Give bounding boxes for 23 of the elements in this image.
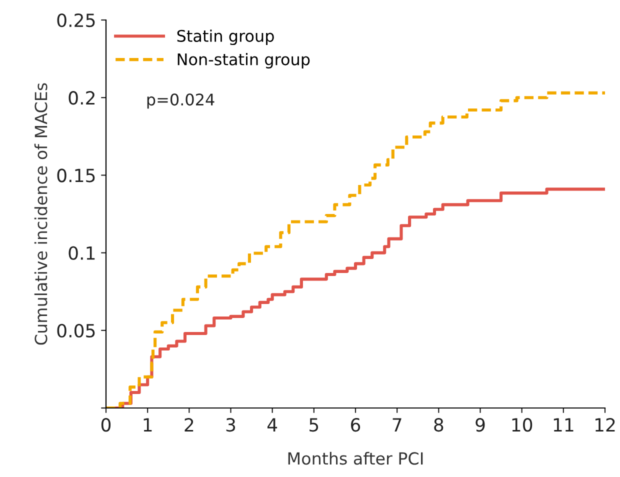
- x-tick-label: 6: [351, 418, 360, 432]
- y-tick-label: 0.15: [57, 168, 95, 182]
- y-tick-label: 0.05: [57, 324, 95, 338]
- annotation: p=0.024: [147, 94, 214, 109]
- y-tick-label: 0.1: [68, 246, 95, 260]
- x-tick-label: 4: [267, 418, 278, 432]
- x-tick-label: 9: [476, 418, 485, 432]
- x-tick-label: 1: [144, 418, 152, 432]
- legend-label: Non-statin group: [178, 53, 310, 68]
- y-axis-title: Cumulative incidence of MACEs: [34, 83, 48, 345]
- x-tick-label: 11: [554, 418, 574, 432]
- x-tick-label: 0: [101, 418, 111, 432]
- legend-label: Statin group: [177, 30, 274, 46]
- x-tick-label: 12: [595, 418, 615, 432]
- x-tick-label: 7: [392, 418, 402, 432]
- x-tick-label: 2: [184, 418, 194, 432]
- x-tick-label: 5: [310, 418, 318, 432]
- y-tick-label: 0.25: [57, 13, 95, 28]
- x-tick-label: 10: [512, 418, 532, 432]
- x-axis-title: Months after PCI: [288, 452, 423, 465]
- y-tick-label: 0.2: [68, 91, 94, 105]
- x-tick-label: 8: [434, 418, 444, 432]
- x-tick-label: 3: [226, 418, 236, 432]
